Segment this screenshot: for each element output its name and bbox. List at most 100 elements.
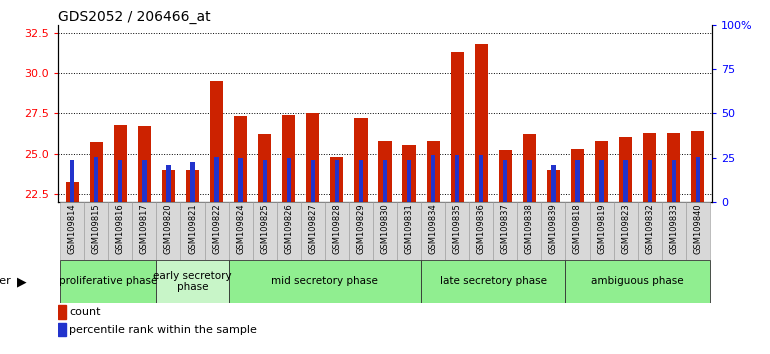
Bar [142, 160, 146, 202]
Bar [354, 118, 367, 202]
Bar [109, 202, 132, 260]
Bar [190, 161, 195, 202]
Text: GSM109831: GSM109831 [404, 204, 413, 254]
Bar [162, 170, 175, 202]
Bar [239, 158, 243, 202]
Bar [671, 160, 676, 202]
Text: GSM109820: GSM109820 [164, 204, 173, 254]
Text: count: count [69, 307, 101, 317]
Bar [455, 155, 460, 202]
Text: GSM109838: GSM109838 [525, 204, 534, 255]
Bar [499, 150, 512, 202]
Bar [276, 202, 301, 260]
Text: GSM109834: GSM109834 [429, 204, 437, 254]
Bar [286, 158, 291, 202]
Bar [60, 260, 156, 303]
Bar [565, 260, 710, 303]
Bar [180, 202, 205, 260]
Bar [695, 157, 700, 202]
Bar [282, 115, 296, 202]
Bar [571, 149, 584, 202]
Bar [229, 202, 253, 260]
Text: GSM109828: GSM109828 [333, 204, 341, 254]
Bar [614, 202, 638, 260]
Bar [686, 202, 710, 260]
Bar [661, 202, 686, 260]
Text: GSM109815: GSM109815 [92, 204, 101, 254]
Bar [667, 133, 681, 202]
Bar [494, 202, 517, 260]
Bar [84, 202, 109, 260]
Bar [94, 157, 99, 202]
Text: GDS2052 / 206466_at: GDS2052 / 206466_at [58, 10, 210, 24]
Text: GSM109823: GSM109823 [621, 204, 630, 254]
Bar [118, 160, 122, 202]
Text: GSM109839: GSM109839 [549, 204, 558, 254]
Bar [407, 160, 411, 202]
Bar [214, 157, 219, 202]
Text: GSM109817: GSM109817 [140, 204, 149, 254]
Bar [431, 155, 435, 202]
Bar [229, 260, 421, 303]
Bar [156, 202, 180, 260]
Text: other: other [0, 276, 12, 286]
Bar [258, 134, 271, 202]
Bar [503, 160, 507, 202]
Text: GSM109821: GSM109821 [188, 204, 197, 254]
Bar [60, 202, 84, 260]
Bar [541, 202, 565, 260]
Text: GSM109830: GSM109830 [380, 204, 390, 254]
Text: GSM109826: GSM109826 [284, 204, 293, 254]
Bar [138, 126, 151, 202]
Bar [590, 202, 614, 260]
Bar [450, 52, 464, 202]
Bar [445, 202, 469, 260]
Bar [643, 133, 656, 202]
Bar [310, 160, 315, 202]
Text: GSM109832: GSM109832 [645, 204, 654, 254]
Bar [565, 202, 590, 260]
Bar [70, 160, 75, 202]
Bar [349, 202, 373, 260]
Bar [306, 113, 320, 202]
Bar [624, 160, 628, 202]
Text: GSM109819: GSM109819 [597, 204, 606, 254]
Bar [186, 170, 199, 202]
Text: GSM109837: GSM109837 [500, 204, 510, 255]
Bar [474, 44, 488, 202]
Bar [383, 160, 387, 202]
Bar [403, 145, 416, 202]
Bar [210, 81, 223, 202]
Bar [599, 160, 604, 202]
Bar [397, 202, 421, 260]
Bar [648, 160, 652, 202]
Bar [638, 202, 661, 260]
Text: late secretory phase: late secretory phase [440, 276, 547, 286]
Text: GSM109824: GSM109824 [236, 204, 245, 254]
Bar [301, 202, 325, 260]
Bar [691, 131, 705, 202]
Bar [479, 155, 484, 202]
Bar [58, 305, 66, 319]
Bar [89, 142, 103, 202]
Bar [234, 116, 247, 202]
Bar [114, 125, 127, 202]
Bar [359, 160, 363, 202]
Bar [156, 260, 229, 303]
Text: GSM109814: GSM109814 [68, 204, 77, 254]
Bar [330, 157, 343, 202]
Text: early secretory
phase: early secretory phase [153, 270, 232, 292]
Bar [132, 202, 156, 260]
Text: proliferative phase: proliferative phase [59, 276, 158, 286]
Text: GSM109836: GSM109836 [477, 204, 486, 255]
Text: mid secretory phase: mid secretory phase [271, 276, 378, 286]
Bar [166, 165, 171, 202]
Bar [335, 160, 339, 202]
Bar [263, 160, 267, 202]
Bar [575, 160, 580, 202]
Bar [325, 202, 349, 260]
Bar [253, 202, 276, 260]
Bar [619, 137, 632, 202]
Bar [421, 260, 565, 303]
Bar [469, 202, 494, 260]
